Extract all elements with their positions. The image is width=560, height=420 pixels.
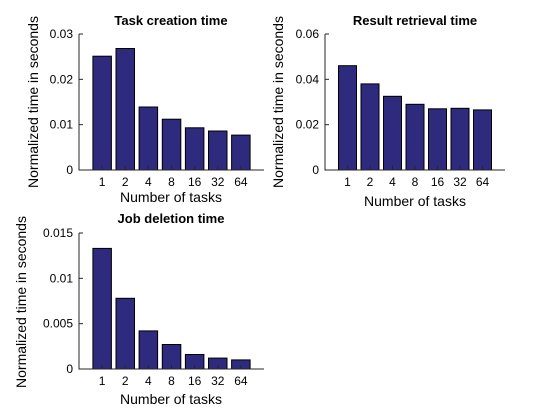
x-tick-label: 1 bbox=[99, 175, 106, 189]
x-tick-label: 1 bbox=[99, 374, 106, 388]
x-tick-label: 16 bbox=[188, 374, 202, 388]
bar-1 bbox=[92, 247, 112, 370]
chart-title: Result retrieval time bbox=[353, 13, 477, 28]
y-tick-label: 0.005 bbox=[43, 317, 73, 331]
x-tick-label: 32 bbox=[453, 175, 467, 189]
y-tick-label: 0.02 bbox=[50, 72, 74, 86]
y-axis-label: Normalized time in seconds bbox=[25, 16, 41, 188]
y-tick-label: 0 bbox=[312, 163, 319, 177]
chart-title: Task creation time bbox=[114, 13, 227, 28]
bar-4 bbox=[138, 106, 159, 171]
x-tick-label: 8 bbox=[412, 175, 419, 189]
x-tick-label: 32 bbox=[211, 374, 225, 388]
x-axis-label: Number of tasks bbox=[364, 193, 466, 209]
y-tick-label: 0.02 bbox=[296, 118, 320, 132]
x-tick-label: 2 bbox=[122, 374, 129, 388]
x-tick-label: 1 bbox=[344, 175, 351, 189]
x-axis-label: Number of tasks bbox=[120, 189, 222, 205]
x-tick-label: 8 bbox=[168, 175, 175, 189]
bar-1 bbox=[92, 55, 112, 171]
bar-16 bbox=[428, 108, 447, 171]
chart-job-deletion-time: Job deletion time Normalized time in sec… bbox=[13, 211, 264, 407]
y-tick-label: 0.01 bbox=[50, 118, 74, 132]
y-tick-label: 0.03 bbox=[50, 27, 74, 41]
bar-1 bbox=[338, 65, 357, 171]
chart-title: Job deletion time bbox=[118, 211, 225, 226]
y-tick-label: 0 bbox=[66, 362, 73, 376]
x-tick-label: 64 bbox=[476, 175, 490, 189]
x-tick-label: 8 bbox=[168, 374, 175, 388]
bar-64 bbox=[231, 134, 251, 171]
bar-2 bbox=[360, 83, 380, 171]
bar-2 bbox=[115, 48, 135, 171]
x-tick-label: 2 bbox=[367, 175, 374, 189]
y-tick-label: 0.015 bbox=[43, 226, 73, 240]
y-axis-label: Normalized time in seconds bbox=[13, 216, 29, 388]
bar-4 bbox=[138, 330, 159, 370]
bar-4 bbox=[383, 95, 402, 171]
y-tick-label: 0.01 bbox=[50, 271, 74, 285]
y-tick-label: 0.06 bbox=[296, 27, 320, 41]
y-axis-label: Normalized time in seconds bbox=[270, 16, 286, 188]
x-tick-label: 64 bbox=[234, 374, 248, 388]
bar-64 bbox=[473, 109, 492, 171]
x-tick-label: 64 bbox=[234, 175, 248, 189]
chart-result-retrieval-time: Result retrieval time Normalized time in… bbox=[270, 13, 505, 209]
bar-2 bbox=[115, 297, 135, 370]
bar-32 bbox=[208, 130, 228, 171]
x-tick-label: 2 bbox=[122, 175, 129, 189]
x-tick-label: 4 bbox=[145, 374, 152, 388]
x-tick-label: 4 bbox=[389, 175, 396, 189]
x-tick-label: 32 bbox=[211, 175, 225, 189]
bar-32 bbox=[450, 107, 470, 171]
x-tick-label: 4 bbox=[145, 175, 152, 189]
x-tick-label: 16 bbox=[188, 175, 202, 189]
y-tick-label: 0.04 bbox=[296, 72, 320, 86]
bar-8 bbox=[161, 118, 182, 171]
bar-8 bbox=[405, 103, 425, 171]
x-axis-label: Number of tasks bbox=[120, 391, 222, 407]
bar-16 bbox=[184, 127, 205, 171]
chart-task-creation-time: Task creation time Normalized time in se… bbox=[25, 13, 264, 205]
x-tick-label: 16 bbox=[431, 175, 445, 189]
y-tick-label: 0 bbox=[66, 163, 73, 177]
